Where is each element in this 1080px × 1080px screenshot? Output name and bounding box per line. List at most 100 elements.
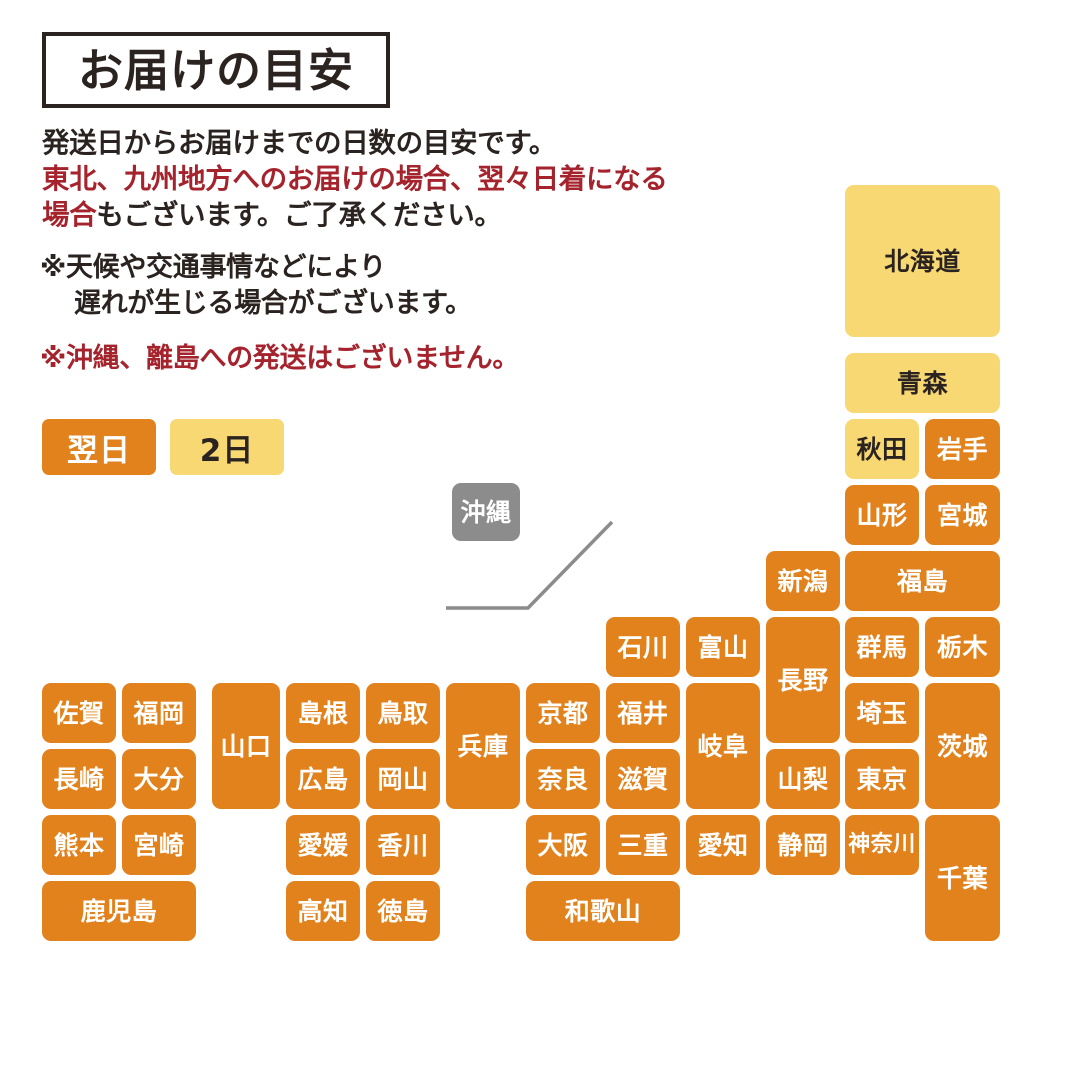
- prefecture-label: 東京: [856, 764, 908, 794]
- prefecture-label: 愛媛: [297, 830, 349, 860]
- prefecture-label: 群馬: [856, 632, 908, 662]
- prefecture-tile[interactable]: 岡山: [366, 749, 440, 809]
- prefecture-tile[interactable]: 長崎: [42, 749, 116, 809]
- prefecture-tile[interactable]: 宮城: [925, 485, 1000, 545]
- prefecture-label: 福井: [617, 698, 669, 728]
- prefecture-tile[interactable]: 熊本: [42, 815, 116, 875]
- legend-label-next-day: 翌日: [67, 432, 131, 469]
- prefecture-label: 京都: [537, 698, 589, 728]
- prefecture-tile[interactable]: 群馬: [845, 617, 919, 677]
- prefecture-label: 埼玉: [856, 698, 908, 728]
- prefecture-tile[interactable]: 山口: [212, 683, 280, 809]
- prefecture-label: 茨城: [936, 731, 988, 761]
- prefecture-tile[interactable]: 岩手: [925, 419, 1000, 479]
- prefecture-label: 鹿児島: [80, 896, 158, 926]
- prefecture-label-okinawa: 沖縄: [460, 497, 512, 527]
- prefecture-label: 千葉: [936, 863, 988, 893]
- prefecture-label: 大阪: [537, 830, 589, 860]
- prefecture-tile[interactable]: 長野: [766, 617, 840, 743]
- lede-line-1: 発送日からお届けまでの日数の目安です。: [42, 127, 557, 159]
- prefecture-label: 宮崎: [133, 830, 185, 860]
- prefecture-label: 広島: [297, 764, 349, 794]
- prefecture-label: 神奈川: [848, 832, 916, 857]
- prefecture-tile[interactable]: 徳島: [366, 881, 440, 941]
- prefecture-label: 島根: [297, 698, 349, 728]
- prefecture-tile[interactable]: 静岡: [766, 815, 840, 875]
- note-okinawa-text: ※沖縄、離島への発送はございません。: [40, 343, 520, 374]
- prefecture-label: 山口: [220, 731, 272, 761]
- prefecture-label: 青森: [896, 368, 948, 398]
- prefecture-tile[interactable]: 奈良: [526, 749, 600, 809]
- prefecture-tile[interactable]: 島根: [286, 683, 360, 743]
- prefecture-tile[interactable]: 広島: [286, 749, 360, 809]
- lede-block: 発送日からお届けまでの日数の目安です。 東北、九州地方へのお届けの場合、翌々日着…: [42, 126, 832, 233]
- prefecture-tile[interactable]: 栃木: [925, 617, 1000, 677]
- prefecture-label: 和歌山: [564, 896, 642, 926]
- prefecture-tile[interactable]: 神奈川: [845, 815, 919, 875]
- prefecture-tile[interactable]: 佐賀: [42, 683, 116, 743]
- prefecture-label: 静岡: [777, 830, 829, 860]
- prefecture-tile[interactable]: 高知: [286, 881, 360, 941]
- prefecture-tile[interactable]: 滋賀: [606, 749, 680, 809]
- prefecture-label: 香川: [377, 830, 429, 860]
- note-okinawa-exclusion: ※沖縄、離島への発送はございません。: [40, 341, 840, 377]
- prefecture-label: 長崎: [53, 764, 105, 794]
- prefecture-tile[interactable]: 新潟: [766, 551, 840, 611]
- prefecture-tile[interactable]: 宮崎: [122, 815, 196, 875]
- prefecture-tile[interactable]: 福島: [845, 551, 1000, 611]
- prefecture-label: 三重: [617, 830, 669, 860]
- prefecture-tile[interactable]: 石川: [606, 617, 680, 677]
- note-weather: ※天候や交通事情などにより 遅れが生じる場合がございます。: [40, 250, 840, 323]
- note-weather-line-1: ※天候や交通事情などにより: [40, 252, 386, 283]
- prefecture-label: 福島: [896, 566, 948, 596]
- prefecture-label: 熊本: [53, 830, 105, 860]
- prefecture-tile[interactable]: 秋田: [845, 419, 919, 479]
- prefecture-tile[interactable]: 北海道: [845, 185, 1000, 337]
- prefecture-tile[interactable]: 愛知: [686, 815, 760, 875]
- prefecture-label: 福岡: [133, 698, 185, 728]
- prefecture-tile[interactable]: 埼玉: [845, 683, 919, 743]
- prefecture-label: 徳島: [377, 896, 429, 926]
- prefecture-tile-okinawa[interactable]: 沖縄: [452, 483, 520, 541]
- prefecture-tile[interactable]: 大分: [122, 749, 196, 809]
- prefecture-tile[interactable]: 千葉: [925, 815, 1000, 941]
- prefecture-tile[interactable]: 山梨: [766, 749, 840, 809]
- note-weather-line-2: 遅れが生じる場合がございます。: [74, 288, 472, 320]
- prefecture-label: 新潟: [777, 566, 829, 596]
- prefecture-tile[interactable]: 岐阜: [686, 683, 760, 809]
- prefecture-tile[interactable]: 兵庫: [446, 683, 520, 809]
- page-title: お届けの目安: [77, 43, 354, 97]
- lede-line-3-red: 場合: [42, 198, 97, 231]
- prefecture-tile[interactable]: 大阪: [526, 815, 600, 875]
- prefecture-tile[interactable]: 鹿児島: [42, 881, 196, 941]
- prefecture-tile[interactable]: 山形: [845, 485, 919, 545]
- page-title-box: お届けの目安: [42, 32, 390, 108]
- lede-line-3: 場合もございます。ご了承ください。: [42, 198, 502, 231]
- prefecture-tile[interactable]: 愛媛: [286, 815, 360, 875]
- lede-line-2: 東北、九州地方へのお届けの場合、翌々日着になる: [42, 162, 668, 195]
- prefecture-label: 兵庫: [457, 731, 509, 761]
- prefecture-tile[interactable]: 京都: [526, 683, 600, 743]
- prefecture-label: 栃木: [936, 632, 988, 662]
- prefecture-tile[interactable]: 東京: [845, 749, 919, 809]
- prefecture-label: 高知: [297, 896, 349, 926]
- prefecture-label: 山梨: [777, 764, 829, 794]
- prefecture-tile[interactable]: 福岡: [122, 683, 196, 743]
- prefecture-tile[interactable]: 鳥取: [366, 683, 440, 743]
- prefecture-label: 秋田: [856, 434, 908, 464]
- prefecture-label: 愛知: [697, 830, 749, 860]
- legend-item-next-day: 翌日: [42, 419, 156, 475]
- prefecture-tile[interactable]: 福井: [606, 683, 680, 743]
- prefecture-tile[interactable]: 三重: [606, 815, 680, 875]
- prefecture-tile[interactable]: 青森: [845, 353, 1000, 413]
- prefecture-label: 奈良: [537, 764, 589, 794]
- prefecture-label: 富山: [697, 632, 749, 662]
- prefecture-tile[interactable]: 和歌山: [526, 881, 680, 941]
- prefecture-tile[interactable]: 香川: [366, 815, 440, 875]
- prefecture-tile[interactable]: 富山: [686, 617, 760, 677]
- prefecture-label: 石川: [617, 632, 669, 662]
- legend-item-two-days: 2日: [170, 419, 284, 475]
- prefecture-tile[interactable]: 茨城: [925, 683, 1000, 809]
